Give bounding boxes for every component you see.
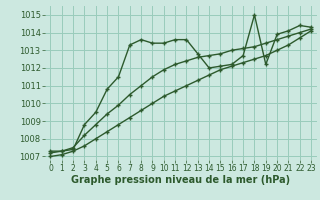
X-axis label: Graphe pression niveau de la mer (hPa): Graphe pression niveau de la mer (hPa) [71, 175, 290, 185]
